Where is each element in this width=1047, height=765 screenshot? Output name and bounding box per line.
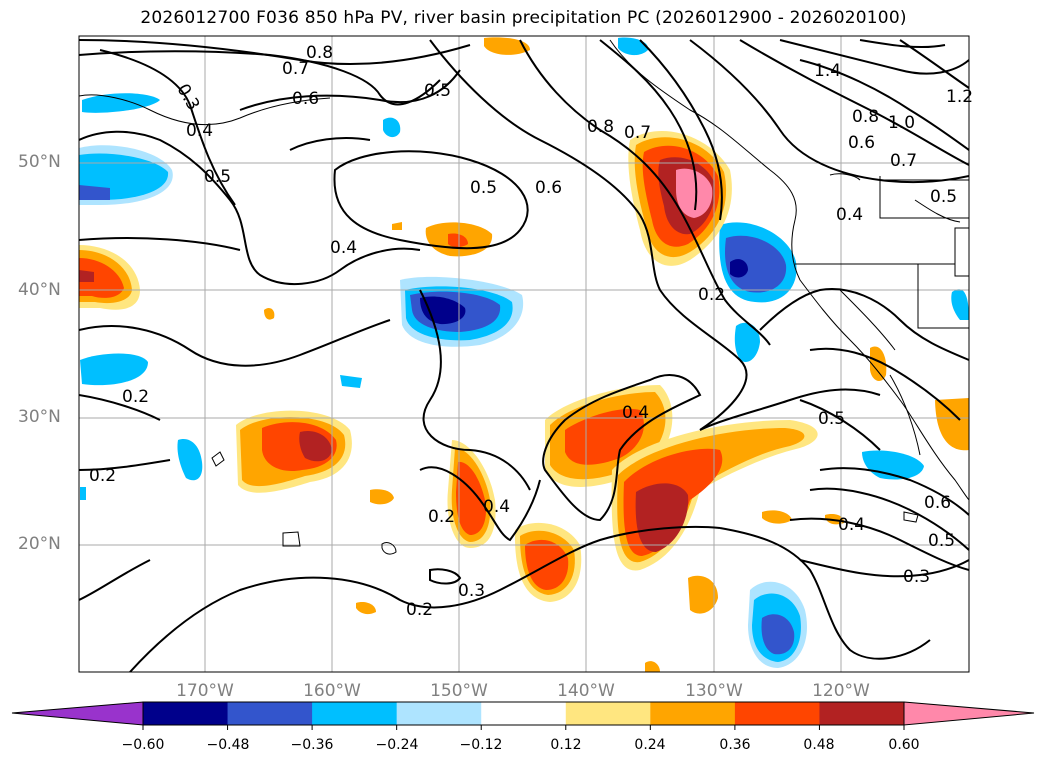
contour-label: 0.3: [903, 567, 930, 587]
contour-label: 0.2: [428, 507, 455, 527]
contour-label: 0.7: [890, 151, 917, 171]
contour-label: 0.5: [930, 187, 957, 207]
colorbar-bin: [143, 702, 229, 725]
map-title: 2026012700 F036 850 hPa PV, river basin …: [140, 8, 907, 28]
colorbar-tick-label: 0.12: [550, 737, 582, 753]
colorbar-tick-label: −0.36: [290, 737, 334, 753]
contour-label: 0.6: [292, 89, 319, 109]
colorbar-tick-label: 0.24: [634, 737, 666, 753]
lat-label: 30°N: [18, 407, 61, 427]
contour-label: 0.8: [587, 117, 614, 137]
colorbar-tick-label: −0.24: [375, 737, 419, 753]
colorbar-bin: [819, 702, 905, 725]
contour-label: 0.8: [852, 107, 879, 127]
lon-label: 140°W: [557, 681, 615, 701]
contour-label: 0.4: [838, 515, 865, 535]
contour-label: 1.0: [888, 113, 915, 133]
contour-label: 0.2: [89, 466, 116, 486]
contour-label: 0.4: [622, 403, 649, 423]
colorbar: [11, 701, 1035, 730]
contour-label: 0.4: [186, 121, 213, 141]
colorbar-bin: [312, 702, 398, 725]
colorbar-bin: [227, 702, 313, 725]
colorbar-bin: [650, 702, 736, 725]
contour-label: 0.3: [458, 581, 485, 601]
contour-label: 0.7: [624, 123, 651, 143]
lat-label: 20°N: [18, 534, 61, 554]
lon-label: 130°W: [685, 681, 743, 701]
colorbar-bin: [565, 702, 651, 725]
colorbar-tick-label: −0.48: [206, 737, 250, 753]
shaded-negative-regions: [79, 37, 969, 668]
contour-label: 0.4: [330, 238, 357, 258]
colorbar-tick-label: 0.36: [719, 737, 751, 753]
contour-label: 1.2: [946, 87, 973, 107]
contour-label: 0.6: [535, 178, 562, 198]
lon-label: 120°W: [812, 681, 870, 701]
lon-label: 160°W: [303, 681, 361, 701]
pv-contours: [79, 39, 969, 672]
lon-label: 170°W: [176, 681, 234, 701]
contour-label: 0.2: [698, 285, 725, 305]
colorbar-tick-label: 0.60: [888, 737, 920, 753]
coastlines: [79, 39, 969, 555]
contour-label: 0.5: [818, 409, 845, 429]
graticule: [79, 36, 969, 672]
map-frame: [78, 35, 970, 673]
colorbar-tick-label: −0.12: [459, 737, 503, 753]
contour-label: 0.6: [848, 133, 875, 153]
lat-label: 40°N: [18, 280, 61, 300]
contour-label: 0.2: [406, 600, 433, 620]
contour-label: 0.2: [122, 387, 149, 407]
colorbar-bin: [481, 702, 567, 725]
lon-label: 150°W: [430, 681, 488, 701]
colorbar-tick-label: 0.48: [803, 737, 835, 753]
colorbar-over-arrow: [903, 701, 1035, 726]
contour-label: 0.5: [204, 167, 231, 187]
colorbar-bin: [396, 702, 482, 725]
contour-label: 0.4: [483, 497, 510, 517]
colorbar-tick-label: −0.60: [121, 737, 165, 753]
contour-label: 0.6: [924, 493, 951, 513]
contour-label: 1.4: [814, 61, 841, 81]
contour-label: 0.5: [424, 81, 451, 101]
contour-label: 0.8: [306, 43, 333, 63]
colorbar-bin: [734, 702, 820, 725]
contour-label: 0.5: [928, 531, 955, 551]
contour-label: 0.4: [836, 205, 863, 225]
contour-label: 0.5: [470, 178, 497, 198]
lat-label: 50°N: [18, 152, 61, 172]
contour-label: 0.7: [282, 59, 309, 79]
colorbar-under-arrow: [11, 701, 144, 726]
